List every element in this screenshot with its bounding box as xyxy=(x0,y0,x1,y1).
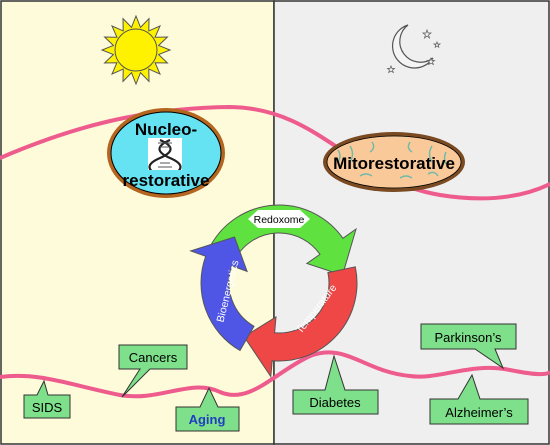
callout-cancers: Cancers xyxy=(118,344,188,398)
circadian-curve-bottom xyxy=(0,350,550,399)
cycle-diagram: Redoxome Temperature Bioenergetics xyxy=(189,204,358,379)
nucleo-label-line2: restorative xyxy=(123,171,210,190)
callout-parkinsons: Parkinson’s xyxy=(420,323,517,370)
mitochondria-cristae-icon xyxy=(337,141,447,179)
temperature-arrow xyxy=(243,266,358,379)
stars-icon xyxy=(386,28,442,74)
svg-text:SIDS: SIDS xyxy=(32,400,63,415)
callout-aging: Aging xyxy=(175,386,240,432)
svg-text:Aging: Aging xyxy=(189,412,226,427)
nucleo-restorative-node: Nucleo- restorative xyxy=(107,108,225,198)
bioenergetics-arrow xyxy=(189,236,255,352)
svg-text:Cancers: Cancers xyxy=(129,350,178,365)
svg-text:Parkinson’s: Parkinson’s xyxy=(435,330,502,345)
redoxome-label: Redoxome xyxy=(254,214,305,226)
redoxome-arrow xyxy=(210,204,357,276)
callout-diabetes: Diabetes xyxy=(292,354,379,415)
callout-sids: SIDS xyxy=(23,379,71,419)
svg-text:Alzheimer’s: Alzheimer’s xyxy=(445,405,513,420)
redoxome-label-badge xyxy=(248,210,310,228)
callout-alzheimers: Alzheimer’s xyxy=(429,373,529,425)
svg-text:Diabetes: Diabetes xyxy=(309,395,361,410)
mito-label: Mitorestorative xyxy=(333,154,455,173)
sun-icon xyxy=(100,14,172,86)
dna-icon xyxy=(148,138,182,170)
circadian-curve-top xyxy=(0,104,550,201)
mitorestorative-node: Mitorestorative xyxy=(323,132,465,192)
nucleo-label-line1: Nucleo- xyxy=(135,120,197,139)
